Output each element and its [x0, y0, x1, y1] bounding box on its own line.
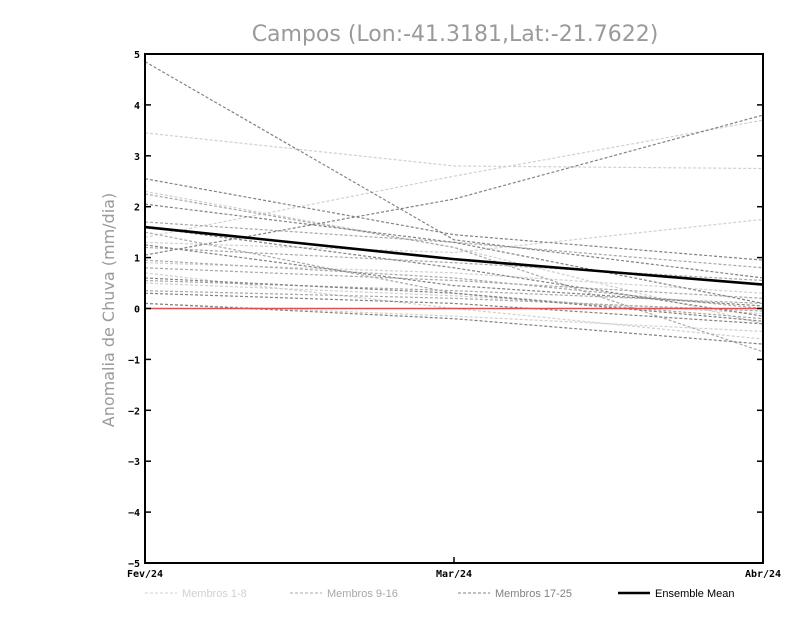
y-axis-label: Anomalia de Chuva (mm/dia): [99, 193, 118, 427]
y-tick-label: −2: [128, 406, 140, 417]
y-tick-label: −3: [128, 457, 140, 468]
member-series-line-2: [144, 119, 764, 238]
member-series-line-20: [144, 203, 764, 304]
member-series-line-3: [144, 218, 764, 254]
member-series-line-24: [144, 292, 764, 325]
member-series-line-1: [144, 132, 764, 170]
member-series-line-4: [144, 262, 764, 294]
legend-label: Membros 9-16: [327, 588, 398, 600]
legend-label: Ensemble Mean: [655, 588, 735, 600]
x-tick-label: Abr/24: [745, 569, 781, 580]
y-tick-label: 0: [134, 305, 140, 316]
member-series-line-14: [144, 221, 764, 269]
member-series-line-9: [144, 193, 764, 353]
member-series-line-13: [144, 290, 764, 312]
y-tick-label: −1: [128, 355, 140, 366]
member-series-line-19: [144, 178, 764, 261]
member-series-line-12: [144, 279, 764, 305]
y-axis-ticks: 5 4 3 2 1 0 −1 −2 −3 −4 −5: [128, 50, 763, 570]
chart-title: Campos (Lon:-41.3181,Lat:-21.7622): [252, 22, 659, 47]
y-tick-label: 2: [134, 203, 140, 214]
y-tick-label: −5: [128, 559, 140, 570]
member-series-line-21: [144, 226, 764, 317]
legend-label: Membros 1-8: [182, 588, 247, 600]
member-series-line-23: [144, 277, 764, 322]
legend-label: Membros 17-25: [495, 588, 572, 600]
legend: Membros 1-8 Membros 9-16 Membros 17-25 Ense…: [145, 588, 735, 600]
ensemble-mean-line: [144, 225, 764, 286]
member-series-line-15: [144, 231, 764, 320]
member-series-line-11: [144, 267, 764, 299]
member-series-line-8: [144, 302, 764, 333]
y-tick-label: 5: [134, 50, 140, 61]
x-tick-label: Mar/24: [436, 569, 472, 580]
member-series-line-5: [144, 282, 764, 315]
y-tick-label: 4: [134, 101, 140, 112]
member-series-line-18: [144, 114, 764, 256]
member-series-line-22: [144, 244, 764, 307]
x-axis-ticks: Fev/24 Mar/24 Abr/24: [127, 557, 781, 580]
member-series-line-10: [144, 246, 764, 282]
y-tick-label: −4: [128, 508, 140, 519]
member-series-line-16: [144, 259, 764, 310]
member-series-line-17: [144, 61, 764, 279]
member-series-line-25: [144, 302, 764, 345]
member-series-line-6: [144, 190, 764, 325]
y-tick-label: 1: [134, 254, 140, 265]
x-tick-label: Fev/24: [127, 569, 163, 580]
y-tick-label: 3: [134, 152, 140, 163]
